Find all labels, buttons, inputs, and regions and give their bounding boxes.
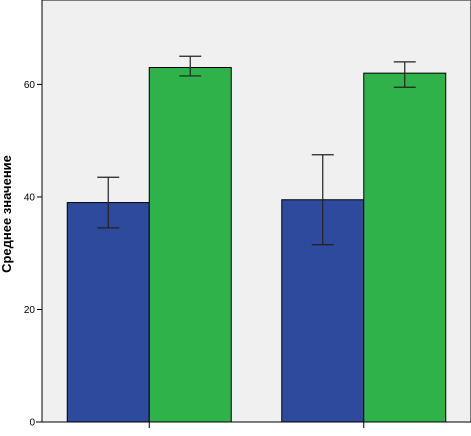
error-bars-group	[97, 55, 416, 246]
y-tick-label-60: 60	[24, 80, 36, 91]
axes-group: 0 20 40 60	[24, 0, 471, 429]
y-tick-label-40: 40	[24, 192, 36, 203]
bar-s1-c0	[148, 67, 232, 423]
bar-s0-c0	[66, 202, 150, 423]
bar-s1-c1	[363, 72, 447, 423]
y-tick-label-0: 0	[29, 418, 35, 429]
y-axis-label: Среднее значение	[0, 155, 14, 273]
y-tick-label-20: 20	[24, 305, 36, 316]
